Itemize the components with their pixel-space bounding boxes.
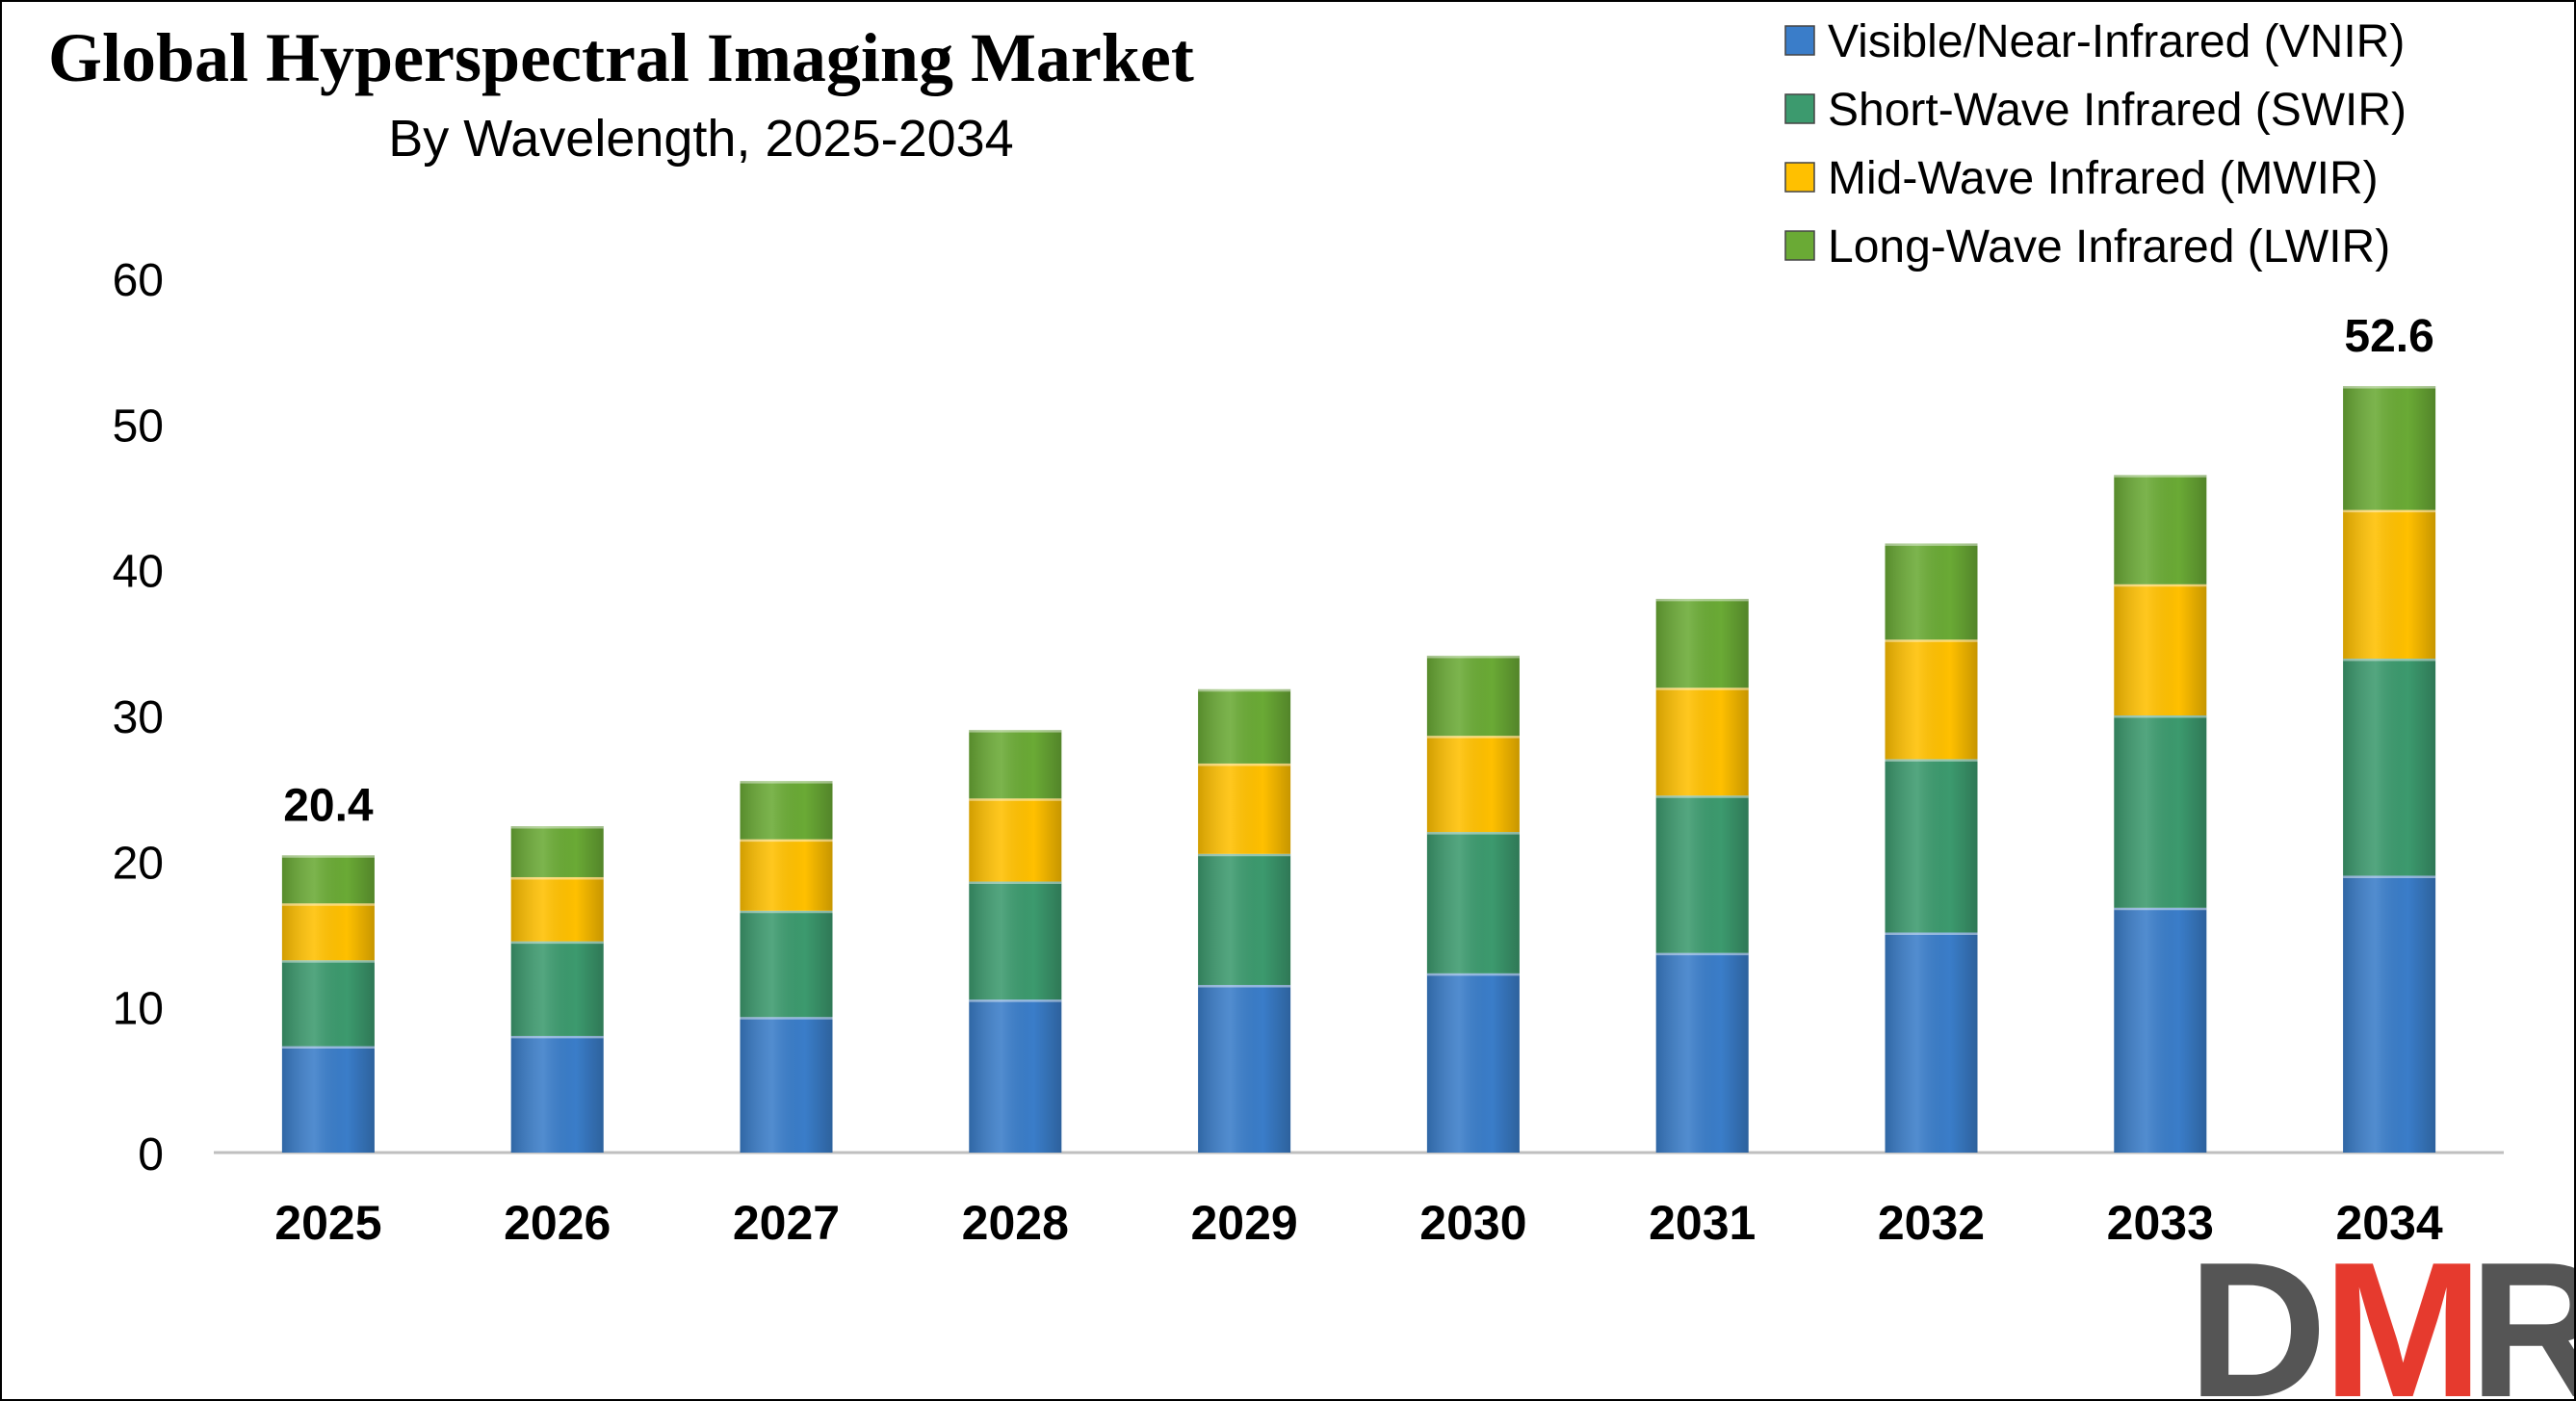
bar-segment-shading	[281, 960, 375, 1047]
y-tick-label: 30	[113, 692, 164, 743]
bar-segment-shading	[1885, 932, 1978, 1153]
bar-segment-shading	[2114, 715, 2207, 908]
legend-item: Short-Wave Infrared (SWIR)	[1784, 85, 2407, 136]
bar-segment-shading	[1655, 598, 1749, 688]
bar-segment-shading	[510, 876, 604, 942]
logo-letter-d: D	[2188, 1223, 2327, 1399]
x-tick-label: 2026	[504, 1196, 611, 1250]
x-tick-label: 2032	[1878, 1196, 1985, 1250]
bar-segment-shading	[2114, 584, 2207, 715]
legend-label: Short-Wave Infrared (SWIR)	[1828, 85, 2407, 136]
bar-segment-shading	[1198, 763, 1291, 854]
y-tick-label: 20	[113, 838, 164, 889]
bar-segment-shading	[2343, 875, 2436, 1153]
bar-segment-shading	[740, 910, 833, 1018]
bar-segment-shading	[1198, 688, 1291, 764]
bar-segment-shading	[2343, 658, 2436, 876]
logo-letter-r: R	[2469, 1223, 2574, 1399]
bar-segment-shading	[1426, 655, 1520, 737]
bar-stack-2031	[1655, 598, 1749, 1153]
x-axis: 2025 2026 2027 2028 2029 2030 2031 2032 2033 2034	[274, 1196, 2443, 1250]
legend: Visible/Near-Infrared (VNIR) Short-Wave I…	[1784, 16, 2407, 272]
legend-swatch	[1784, 25, 1815, 56]
y-tick-label: 50	[113, 401, 164, 452]
total-labels: 20.4 52.6	[283, 311, 2434, 831]
x-tick-label: 2029	[1190, 1196, 1297, 1250]
bar-segment-shading	[1885, 639, 1978, 760]
bar-segment-shading	[510, 941, 604, 1036]
bar-stack-2028	[969, 729, 1062, 1153]
bar-segment-shading	[740, 781, 833, 840]
bar-stack-2030	[1426, 655, 1520, 1153]
bar-segment-shading	[281, 855, 375, 904]
bar-segment-shading	[1198, 853, 1291, 985]
legend-swatch	[1784, 162, 1815, 193]
bars-group	[281, 385, 2436, 1153]
bar-segment-shading	[1198, 984, 1291, 1153]
bar-segment-shading	[740, 839, 833, 911]
bar-segment-shading	[2114, 475, 2207, 584]
legend-swatch	[1784, 230, 1815, 261]
chart-title: Global Hyperspectral Imaging Market	[48, 19, 1194, 96]
bar-segment-shading	[1655, 952, 1749, 1153]
legend-item: Long-Wave Infrared (LWIR)	[1784, 221, 2390, 272]
y-axis: 0 10 20 30 40 50 60	[113, 255, 164, 1180]
bar-segment-shading	[1426, 832, 1520, 973]
bar-segment-shading	[969, 730, 1062, 799]
bar-segment-shading	[969, 798, 1062, 882]
y-tick-label: 60	[113, 255, 164, 306]
bar-segment-shading	[1885, 759, 1978, 933]
bar-segment-shading	[281, 903, 375, 961]
y-tick-label: 40	[113, 547, 164, 598]
x-tick-label: 2030	[1419, 1196, 1526, 1250]
bar-segment-shading	[1885, 543, 1978, 640]
bar-segment-shading	[969, 999, 1062, 1153]
legend-label: Long-Wave Infrared (LWIR)	[1828, 221, 2390, 272]
bar-segment-shading	[1655, 795, 1749, 953]
bar-stack-2025	[281, 854, 375, 1153]
x-tick-label: 2027	[733, 1196, 840, 1250]
bar-stack-2034	[2343, 385, 2436, 1153]
bar-stack-2033	[2114, 474, 2207, 1153]
bar-segment-shading	[2343, 509, 2436, 659]
bar-segment-shading	[1426, 973, 1520, 1153]
chart-subtitle: By Wavelength, 2025-2034	[388, 110, 1013, 168]
logo-letter-m: M	[2323, 1223, 2484, 1399]
total-label: 52.6	[2344, 311, 2433, 362]
bar-segment-shading	[1426, 736, 1520, 833]
bar-segment-shading	[1655, 688, 1749, 796]
bar-segment-shading	[2343, 385, 2436, 510]
bar-segment-shading	[510, 1035, 604, 1153]
legend-swatch	[1784, 93, 1815, 124]
bar-stack-2026	[510, 825, 604, 1153]
y-tick-label: 10	[113, 984, 164, 1035]
legend-item: Visible/Near-Infrared (VNIR)	[1784, 16, 2405, 67]
x-tick-label: 2028	[962, 1196, 1069, 1250]
bar-stack-2029	[1198, 688, 1291, 1153]
bar-segment-shading	[281, 1046, 375, 1153]
legend-label: Mid-Wave Infrared (MWIR)	[1828, 153, 2379, 204]
bar-segment-shading	[969, 881, 1062, 1000]
legend-item: Mid-Wave Infrared (MWIR)	[1784, 153, 2379, 204]
y-tick-label: 0	[138, 1129, 164, 1180]
x-tick-label: 2031	[1649, 1196, 1756, 1250]
x-tick-label: 2033	[2107, 1196, 2214, 1250]
bar-stack-2027	[740, 780, 833, 1153]
bar-stack-2032	[1885, 542, 1978, 1153]
x-tick-label: 2034	[2335, 1196, 2442, 1250]
x-tick-label: 2025	[274, 1196, 381, 1250]
legend-label: Visible/Near-Infrared (VNIR)	[1828, 16, 2405, 67]
total-label: 20.4	[283, 780, 374, 831]
bar-segment-shading	[2114, 907, 2207, 1153]
bar-segment-shading	[740, 1017, 833, 1153]
bar-segment-shading	[510, 826, 604, 877]
dmr-logo: D M R	[2188, 1223, 2574, 1399]
